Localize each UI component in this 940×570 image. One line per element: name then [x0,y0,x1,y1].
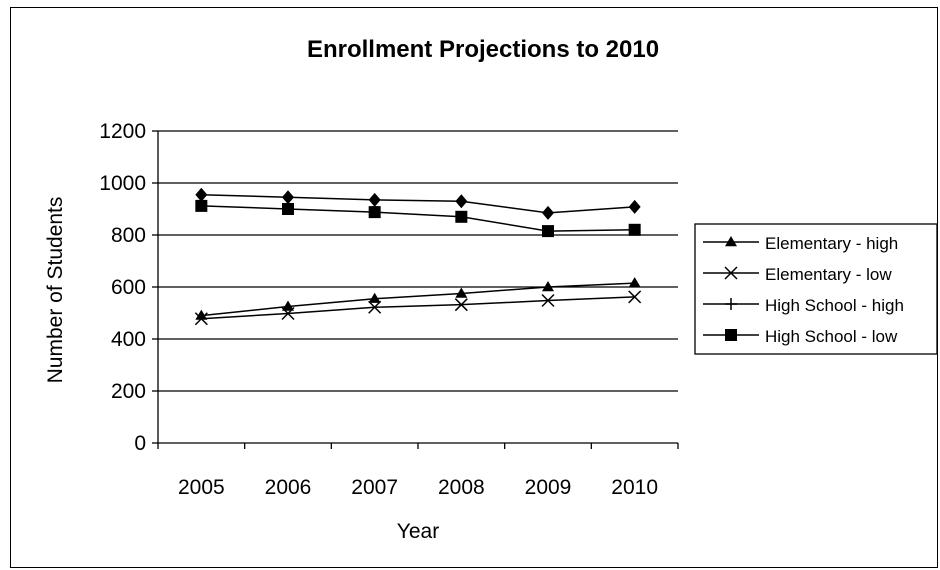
data-point [282,300,294,311]
marker-x-stroke [454,298,468,312]
data-point [195,199,208,212]
data-point [455,194,468,209]
legend: Elementary - high Elementary - low High Sc… [694,223,938,355]
series-line [201,282,635,317]
legend-label: Elementary - low [765,265,892,284]
marker-x-stroke [541,293,555,308]
y-tick-label: 1000 [99,172,146,195]
data-point [282,190,294,205]
data-point [628,277,641,288]
legend-marker [725,236,737,247]
x-axis-label: Year [397,520,439,543]
y-tick-label: 600 [111,276,146,299]
legend-marker [724,266,738,280]
marker-diamond [455,194,468,209]
data-point [282,203,294,215]
marker-x-stroke [724,266,738,280]
marker-triangle [282,300,294,311]
data-point [542,225,554,238]
data-point [542,205,554,220]
legend-label: High School - high [765,296,904,315]
chart-title: Enrollment Projections to 2010 [307,36,659,63]
marker-diamond [542,205,554,220]
marker-x-stroke [194,312,208,326]
marker-square [282,203,294,215]
marker-triangle [725,236,737,247]
x-tick-label: 2005 [178,476,225,499]
data-point [628,223,641,236]
marker-diamond [628,199,641,214]
data-point [455,287,468,298]
data-point [281,306,295,321]
legend-marker [725,298,737,310]
marker-triangle [455,287,468,298]
marker-square [455,210,468,223]
x-tick-label: 2006 [265,476,312,499]
data-point [542,281,554,292]
marker-x-stroke [628,290,642,304]
data-point [368,292,381,303]
y-tick-label: 0 [134,432,146,455]
y-axis-label: Number of Students [44,197,67,384]
x-tick-label: 2007 [351,476,398,499]
data-point [454,298,468,312]
data-point [368,192,381,207]
series-line [201,296,635,320]
marker-x-stroke [368,300,382,314]
marker-square [725,329,737,341]
marker-diamond [282,190,294,205]
y-tick-label: 400 [111,328,146,351]
series-line [201,205,635,232]
y-tick-label: 800 [111,224,146,247]
data-point [368,300,382,314]
data-point [455,210,468,223]
y-tick-label: 200 [111,380,146,403]
marker-diamond [368,192,381,207]
marker-square [628,223,641,236]
marker-triangle [628,277,641,288]
marker-square [368,206,381,219]
x-tick-label: 2009 [525,476,572,499]
marker-x-stroke [281,306,295,321]
legend-marker [725,329,737,341]
data-point [628,199,641,214]
marker-square [542,225,554,238]
x-tick-label: 2010 [611,476,658,499]
legend-label: Elementary - high [765,234,898,253]
data-point [195,187,208,202]
legend-label: High School - low [765,327,898,346]
data-point [194,312,208,326]
data-point [628,290,642,304]
x-tick-label: 2008 [438,476,485,499]
y-tick-label: 1200 [99,120,146,143]
data-point [541,293,555,308]
plot-area: 0 200 400 600 800 1000 1200 2005 2006 2007 2008 200… [99,120,679,499]
marker-square [195,199,208,212]
data-point [368,206,381,219]
marker-triangle [368,292,381,303]
marker-diamond [195,187,208,202]
marker-triangle [542,281,554,292]
series-line [201,193,635,214]
data-point [195,309,208,320]
marker-triangle [195,309,208,320]
